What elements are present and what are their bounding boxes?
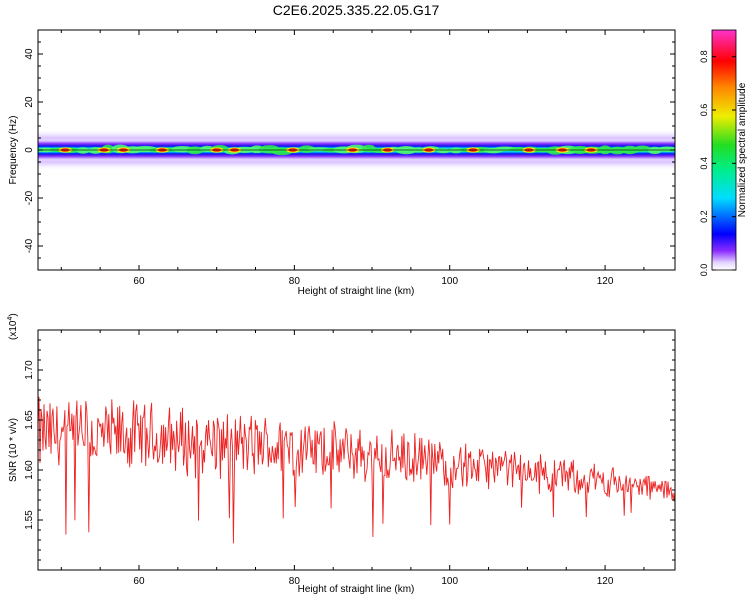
spectrogram-ylabel: Frequency (Hz) — [8, 116, 19, 185]
colorbar: 0.0 0.2 0.4 0.6 0.8 Normalized spectral ampl… — [699, 29, 748, 276]
figure-title: C2E6.2025.335.22.05.G17 — [273, 2, 440, 18]
spectrogram-ytick-label: 20 — [24, 96, 35, 108]
spectrogram-core-blob — [298, 145, 316, 153]
spectrogram-core-blob — [658, 146, 675, 152]
spectrogram-band — [38, 128, 675, 172]
spectrogram-xtick-label: 60 — [133, 276, 145, 287]
spectrogram-xlabel: Height of straight line (km) — [298, 286, 415, 297]
snr-xtick-label: 100 — [441, 576, 458, 587]
spectrogram-ytick-label: -20 — [24, 190, 35, 205]
colorbar-tick-label: 0.4 — [699, 157, 709, 170]
snr-ylabel: SNR (10 * v/v) — [8, 418, 19, 482]
snr-ytick-label: 1.65 — [24, 410, 35, 430]
snr-xtick-label: 120 — [597, 576, 614, 587]
spectrogram-xtick-label: 80 — [289, 276, 301, 287]
snr-ytick-label: 1.60 — [24, 460, 35, 480]
snr-exponent-base: (x10 — [8, 320, 19, 340]
spectrogram-core-blob — [609, 146, 626, 155]
snr-ytick-label: 1.55 — [24, 510, 35, 530]
snr-xtick-label: 80 — [289, 576, 301, 587]
colorbar-tick-label: 0.2 — [699, 210, 709, 223]
colorbar-tick-label: 0.8 — [699, 50, 709, 63]
spectrogram-xtick-label: 120 — [597, 276, 614, 287]
snr-series — [38, 396, 675, 544]
colorbar-tick-label: 0.0 — [699, 264, 709, 277]
spectrogram-axes: 60 80 100 120 40 20 0 -20 -40 — [24, 30, 675, 287]
colorbar-gradient — [711, 29, 737, 271]
colorbar-tick-label: 0.6 — [699, 104, 709, 117]
spectrogram-xtick-label: 100 — [441, 276, 458, 287]
colorbar-ticks: 0.0 0.2 0.4 0.6 0.8 — [699, 50, 736, 276]
spectrogram-panel: 60 80 100 120 40 20 0 -20 -40 Height of straight… — [8, 29, 676, 297]
spectrogram-ytick-label: -40 — [24, 238, 35, 253]
spectrogram-core-blob — [76, 147, 90, 154]
snr-axes: 60 80 100 120 1.55 1.60 1.65 1.70 — [24, 330, 675, 587]
snr-xlabel: Height of straight line (km) — [298, 584, 415, 595]
spectrogram-ytick-label: 0 — [24, 147, 35, 153]
spectrogram-core-blob — [436, 148, 451, 154]
svg-text:(x104): (x104) — [7, 313, 19, 340]
snr-exponent-power: 4 — [7, 317, 14, 321]
snr-xtick-label: 60 — [133, 576, 145, 587]
snr-panel: 60 80 100 120 1.55 1.60 1.65 1.70 Height of str… — [7, 313, 676, 595]
snr-exponent-label: (x104) — [7, 313, 19, 340]
snr-ytick-label: 1.70 — [24, 360, 35, 380]
snr-line — [38, 396, 675, 544]
colorbar-label: Normalized spectral amplitude — [737, 82, 748, 217]
spectrogram-ytick-label: 40 — [24, 48, 35, 60]
